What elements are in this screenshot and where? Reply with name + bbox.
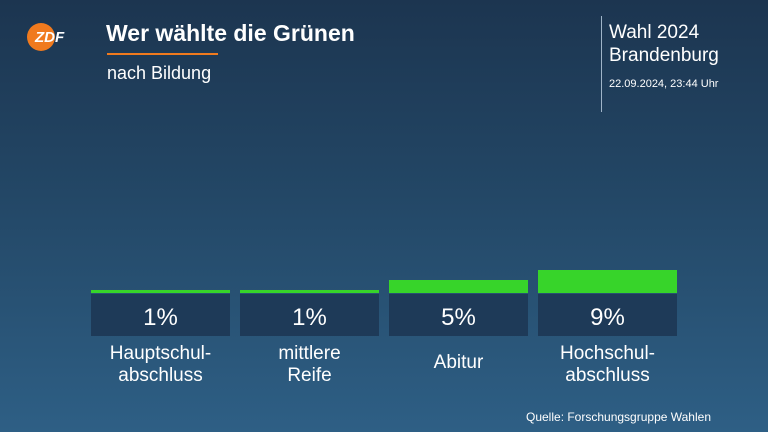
- election-title: Wahl 2024: [609, 22, 700, 43]
- chart-subtitle: nach Bildung: [107, 63, 212, 83]
- source-note: Quelle: Forschungsgruppe Wahlen: [526, 410, 711, 424]
- value-label-2: 1%: [292, 304, 327, 331]
- chart-title: Wer wählte die Grünen: [106, 20, 355, 46]
- bar-2: [240, 290, 379, 293]
- bar-1: [91, 290, 230, 293]
- value-box-4: [538, 294, 677, 336]
- value-label-3: 5%: [441, 304, 476, 331]
- title-underline: [107, 53, 218, 55]
- value-box-1: [91, 294, 230, 336]
- category-label-4: Hochschul-abschluss: [559, 343, 656, 386]
- header-divider: [601, 16, 602, 112]
- category-label-3: Abitur: [433, 352, 484, 373]
- value-label-1: 1%: [143, 304, 178, 331]
- election-region: Brandenburg: [609, 45, 719, 66]
- election-info: Wahl 2024 Brandenburg: [609, 21, 719, 67]
- category-label-1: Hauptschul-abschluss: [109, 343, 212, 386]
- category-label-2: mittlere Reife: [278, 343, 341, 386]
- bar-3: [389, 280, 528, 293]
- zdf-logo-text: ZDF: [34, 29, 65, 46]
- value-box-3: [389, 294, 528, 336]
- value-box-2: [240, 294, 379, 336]
- zdf-logo: ZDF: [27, 23, 65, 51]
- bar-4: [538, 270, 677, 293]
- timestamp: 22.09.2024, 23:44 Uhr: [609, 78, 719, 90]
- value-label-4: 9%: [590, 304, 625, 331]
